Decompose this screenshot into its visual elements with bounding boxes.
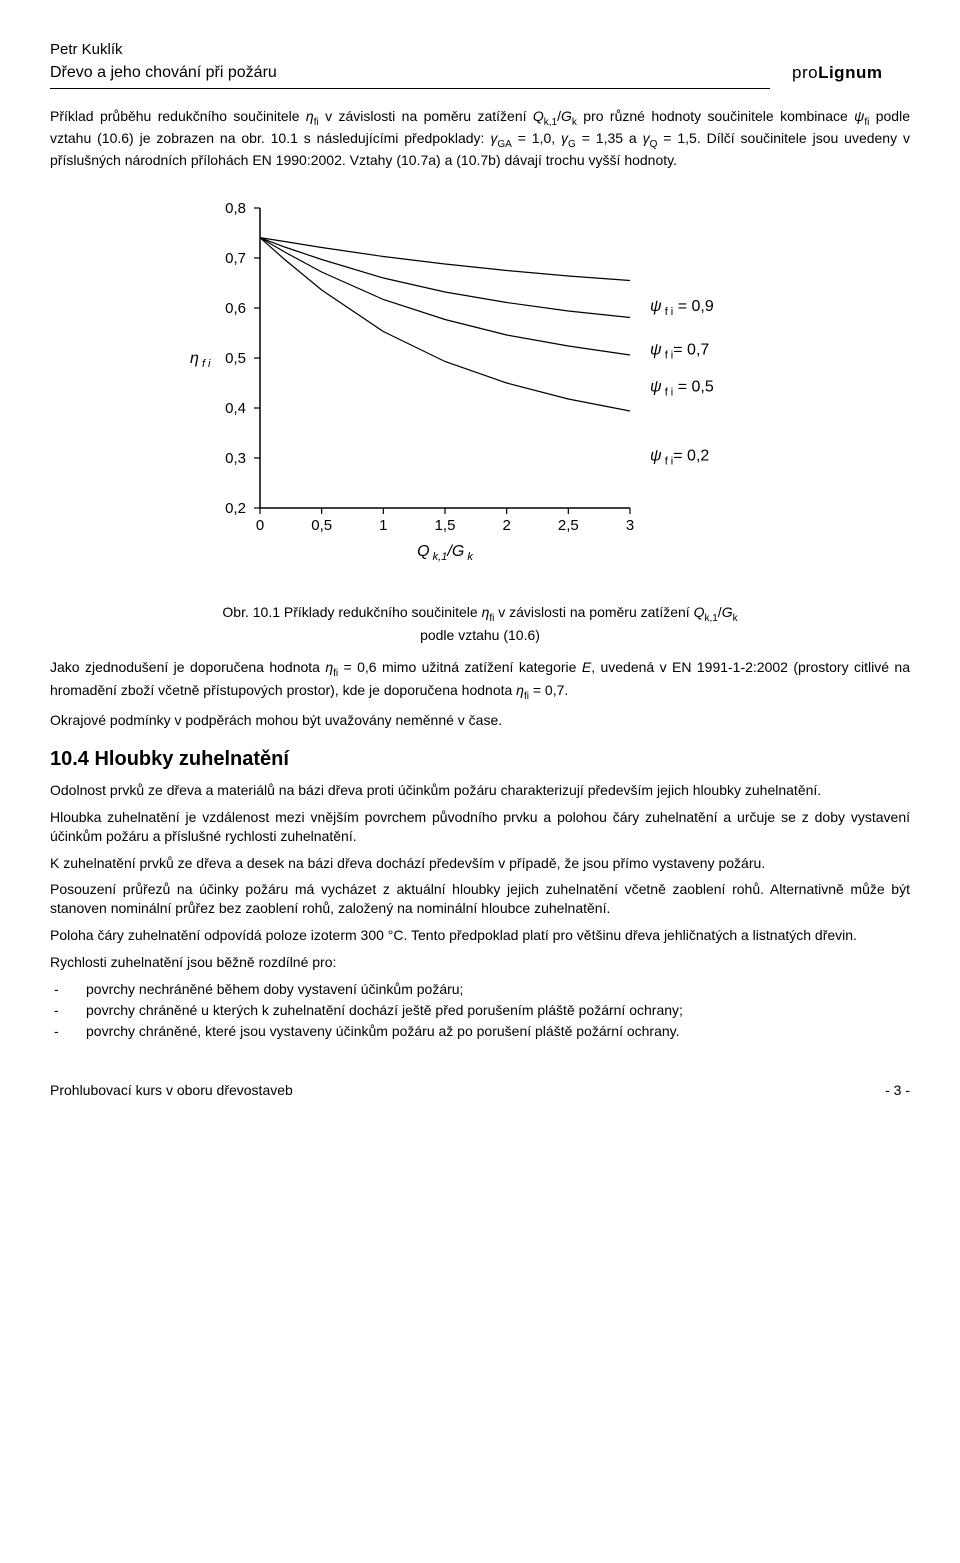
svg-text:ψ f i = 0,5: ψ f i = 0,5: [650, 379, 714, 399]
text: Jako zjednodušení je doporučena hodnota: [50, 659, 325, 675]
reduction-factor-chart: 0,2 0,3 0,4 0,5 0,6 0,7 0,8 0 0,5 1 1,5 2 2,5 3 η f i Q…: [160, 188, 800, 588]
svg-text:3: 3: [626, 517, 634, 534]
text: pro různé hodnoty součinitele kombinace: [577, 108, 854, 124]
logo-prefix: pro: [792, 63, 818, 82]
sym-gamma: γ: [561, 130, 568, 146]
svg-text:η f i: η f i: [190, 350, 211, 370]
doc-title: Dřevo a jeho chování při požáru: [50, 62, 910, 84]
bullet-list: povrchy nechráněné během doby vystavení …: [50, 980, 910, 1041]
svg-text:0,5: 0,5: [311, 517, 332, 534]
boundary-paragraph: Okrajové podmínky v podpěrách mohou být …: [50, 711, 910, 730]
text: v závislosti na poměru zatížení: [319, 108, 533, 124]
header-rule: [50, 88, 770, 89]
chart-container: 0,2 0,3 0,4 0,5 0,6 0,7 0,8 0 0,5 1 1,5 2 2,5 3 η f i Q…: [160, 188, 800, 593]
sym-eta: η: [306, 108, 314, 124]
svg-text:0,3: 0,3: [225, 450, 246, 467]
text: v závislosti na poměru zatížení: [494, 604, 693, 620]
sym-eta: η: [325, 659, 333, 675]
svg-text:ψ f i= 0,7: ψ f i= 0,7: [650, 342, 709, 362]
svg-text:Q k,1/G k: Q k,1/G k: [417, 543, 473, 563]
section-heading: 10.4 Hloubky zuhelnatění: [50, 746, 910, 773]
svg-text:1: 1: [379, 517, 387, 534]
sub: k,1: [704, 613, 717, 624]
text: = 0,6 mimo užitná zatížení kategorie: [338, 659, 582, 675]
sym-psi: ψ: [854, 108, 864, 124]
text: = 1,0,: [512, 130, 561, 146]
svg-text:ψ f i= 0,2: ψ f i= 0,2: [650, 448, 709, 468]
text: Obr. 10.1 Příklady redukčního součinitel…: [222, 604, 481, 620]
svg-text:0: 0: [256, 517, 264, 534]
sub: GA: [497, 139, 511, 150]
svg-text:0,2: 0,2: [225, 500, 246, 517]
svg-text:0,5: 0,5: [225, 350, 246, 367]
footer-left: Prohlubovací kurs v oboru dřevostaveb: [50, 1081, 293, 1100]
list-item: povrchy nechráněné během doby vystavení …: [70, 980, 910, 999]
sym-e: E: [582, 659, 591, 675]
s4-p3: K zuhelnatění prvků ze dřeva a desek na …: [50, 854, 910, 873]
svg-text:1,5: 1,5: [435, 517, 456, 534]
sym-g: G: [722, 604, 733, 620]
sym-g: G: [561, 108, 572, 124]
s4-p2: Hloubka zuhelnatění je vzdálenost mezi v…: [50, 808, 910, 846]
s4-p1: Odolnost prvků ze dřeva a materiálů na b…: [50, 781, 910, 800]
svg-text:2: 2: [502, 517, 510, 534]
intro-paragraph: Příklad průběhu redukčního součinitele η…: [50, 107, 910, 170]
sub: G: [568, 139, 576, 150]
svg-text:0,8: 0,8: [225, 200, 246, 217]
s4-p4: Posouzení průřezů na účinky požáru má vy…: [50, 880, 910, 918]
simplification-paragraph: Jako zjednodušení je doporučena hodnota …: [50, 658, 910, 703]
sub: k,1: [544, 117, 557, 128]
s4-p5: Poloha čáry zuhelnatění odpovídá poloze …: [50, 926, 910, 945]
logo: proLignum: [792, 62, 882, 85]
author: Petr Kuklík: [50, 40, 910, 60]
svg-text:0,4: 0,4: [225, 400, 246, 417]
footer-right: - 3 -: [885, 1081, 910, 1100]
logo-bold: Lignum: [818, 63, 882, 82]
svg-text:0,6: 0,6: [225, 300, 246, 317]
text: Příklad průběhu redukčního součinitele: [50, 108, 306, 124]
s4-p6: Rychlosti zuhelnatění jsou běžně rozdíln…: [50, 953, 910, 972]
list-item: povrchy chráněné u kterých k zuhelnatění…: [70, 1001, 910, 1020]
text: podle vztahu (10.6): [420, 627, 540, 643]
sym-eta: η: [516, 682, 524, 698]
sym-q: Q: [694, 604, 705, 620]
text: = 0,7.: [529, 682, 568, 698]
list-item: povrchy chráněné, které jsou vystaveny ú…: [70, 1022, 910, 1041]
svg-text:ψ f i = 0,9: ψ f i = 0,9: [650, 298, 714, 318]
sub: k: [733, 613, 738, 624]
sym-q: Q: [533, 108, 544, 124]
svg-text:0,7: 0,7: [225, 250, 246, 267]
text: = 1,35 a: [576, 130, 643, 146]
sym-gamma: γ: [643, 130, 650, 146]
svg-text:2,5: 2,5: [558, 517, 579, 534]
figure-caption: Obr. 10.1 Příklady redukčního součinitel…: [50, 603, 910, 644]
page-footer: Prohlubovací kurs v oboru dřevostaveb - …: [50, 1081, 910, 1100]
